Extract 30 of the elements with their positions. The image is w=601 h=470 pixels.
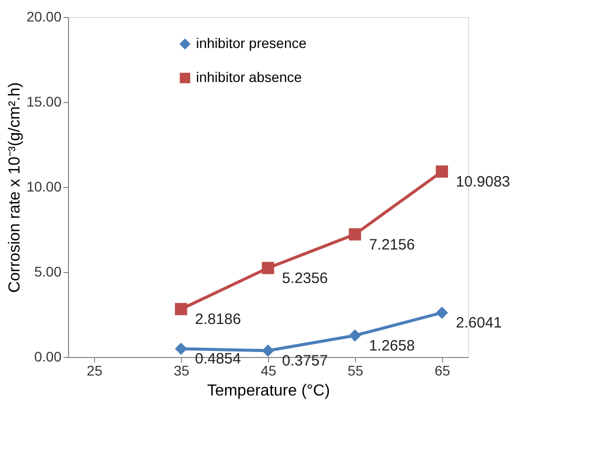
legend-label: inhibitor presence bbox=[196, 35, 307, 51]
point bbox=[262, 262, 274, 274]
x-axis-title: Temperature (°C) bbox=[207, 382, 330, 400]
data-label: 1.2658 bbox=[368, 337, 415, 354]
point bbox=[436, 165, 448, 178]
y-tick-label: 5.00 bbox=[34, 264, 62, 280]
x-tick-label: 25 bbox=[86, 362, 103, 378]
x-tick-label: 65 bbox=[434, 362, 450, 378]
point bbox=[262, 344, 274, 357]
data-label: 0.3757 bbox=[282, 352, 328, 370]
data-label: 0.4854 bbox=[195, 350, 241, 368]
point bbox=[348, 228, 362, 240]
legend-label: inhibitor absence bbox=[196, 69, 302, 85]
y-tick-label: 10.00 bbox=[26, 178, 62, 194]
data-label: 7.2156 bbox=[368, 236, 415, 254]
data-label: 10.9083 bbox=[456, 174, 510, 191]
point bbox=[174, 342, 188, 355]
x-tick-label: 55 bbox=[348, 362, 364, 378]
data-label: 2.8186 bbox=[195, 311, 241, 328]
point bbox=[174, 302, 188, 316]
y-axis-title: Corrosion rate x 10⁻³(g/cm².h) bbox=[6, 82, 24, 293]
x-tick-label: 45 bbox=[260, 362, 276, 378]
y-tick-label: 15.00 bbox=[26, 94, 62, 110]
y-tick-label: 20.00 bbox=[26, 8, 62, 24]
data-label: 5.2356 bbox=[282, 270, 328, 287]
point bbox=[436, 306, 448, 319]
data-label: 2.6041 bbox=[456, 314, 502, 332]
y-tick-label: 0.00 bbox=[34, 348, 62, 364]
point bbox=[348, 329, 362, 342]
x-tick-label: 35 bbox=[174, 362, 190, 378]
